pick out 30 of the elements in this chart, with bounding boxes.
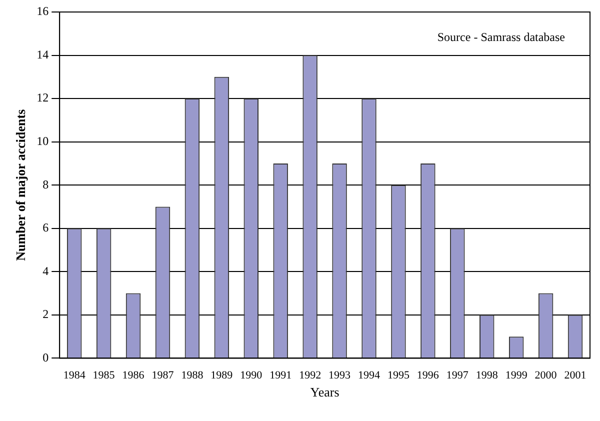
y-tick-label: 6: [42, 220, 49, 235]
x-tick-label: 1985: [92, 370, 116, 382]
x-tick-label: 2000: [534, 370, 558, 382]
y-tick-label: 0: [42, 350, 49, 364]
x-tick-label: 1994: [358, 370, 380, 382]
x-tick-label: 1988: [181, 370, 204, 382]
x-tick-label: 2001: [564, 370, 586, 382]
y-tick-label: 8: [42, 177, 49, 192]
x-tick-label: 1989: [210, 370, 234, 382]
x-tick-label: 1986: [122, 370, 145, 382]
y-tick-label: 12: [36, 90, 49, 105]
x-tick-label: 1997: [446, 370, 469, 382]
x-tick-label: 1993: [328, 370, 352, 382]
y-tick-label: 16: [36, 4, 49, 18]
x-tick-label: 1996: [416, 370, 440, 382]
y-axis-title: Number of major accidents: [13, 109, 28, 261]
annotation: Source - Samrass database: [437, 30, 565, 44]
y-tick-label: 14: [36, 47, 49, 62]
x-axis-title: Years: [310, 384, 340, 400]
y-tick-label: 10: [36, 134, 49, 148]
x-tick-label: 1991: [270, 370, 292, 382]
x-tick-label: 1984: [63, 370, 86, 382]
x-tick-label: 1998: [476, 370, 498, 382]
x-tick-label: 1990: [240, 370, 263, 382]
y-tick-label: 4: [42, 264, 49, 278]
x-tick-label: 1992: [299, 370, 322, 382]
y-tick-label: 2: [42, 307, 49, 322]
x-tick-label: 1995: [387, 370, 410, 382]
x-tick-label: 1999: [505, 370, 528, 382]
x-tick-label: 1987: [152, 370, 174, 382]
